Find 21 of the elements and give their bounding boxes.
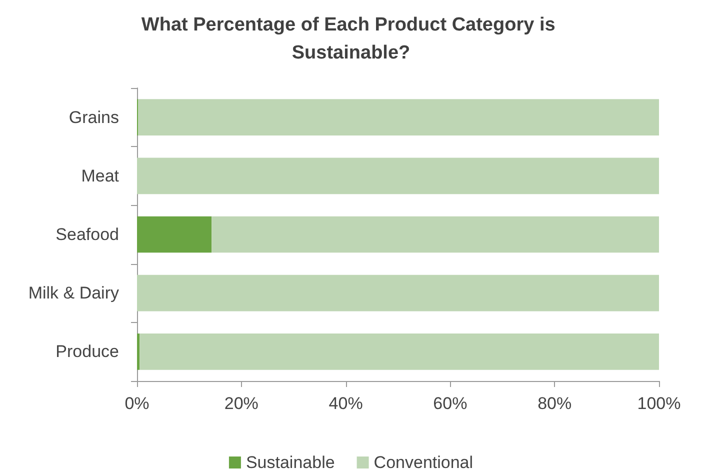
y-tick-label: Produce: [56, 342, 119, 362]
chart-title: What Percentage of Each Product Category is Sustainable?: [141, 14, 561, 64]
y-tick-label: Milk & Dairy: [28, 284, 120, 303]
x-tick-label: 20%: [224, 394, 258, 413]
x-tick-label: 80%: [538, 394, 572, 413]
bar: [212, 216, 659, 253]
bar: [137, 158, 659, 194]
x-tick-label: 40%: [328, 394, 363, 413]
bar: [137, 216, 212, 253]
bar: [137, 334, 140, 370]
y-tick-label: Meat: [81, 166, 120, 186]
bar: [138, 99, 659, 136]
y-tick-label: Seafood: [56, 225, 119, 244]
y-tick-label: Grains: [68, 108, 119, 127]
x-tick-label: 0%: [124, 394, 150, 413]
x-tick-label: 100%: [637, 394, 681, 413]
legend-label: Conventional: [374, 453, 474, 472]
legend-label: Sustainable: [246, 453, 335, 472]
x-tick-label: 60%: [433, 394, 468, 413]
bar: [140, 334, 659, 370]
bar: [137, 274, 659, 312]
